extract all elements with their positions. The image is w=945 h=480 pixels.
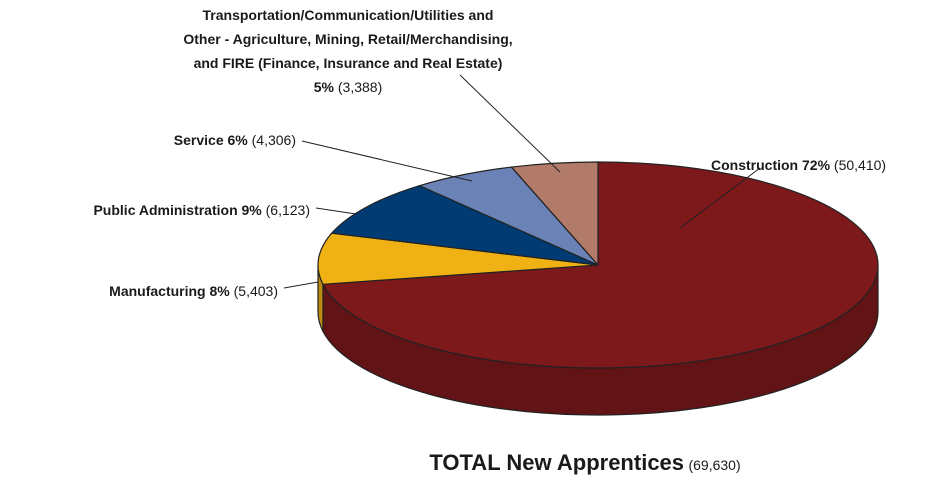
slice [322,161,879,369]
percent-label: 6% [227,132,248,148]
percent-label: 9% [241,202,262,218]
count-label: (6,123) [265,202,310,218]
slice-label: Manufacturing 8% (5,403) [109,279,278,303]
leader-line [315,207,357,215]
leader-line [459,74,561,173]
slice-label: Public Administration 9% (6,123) [93,198,310,222]
category-name: Transportation/Communication/Utilities a… [183,7,513,71]
category-name: Service [173,132,224,148]
category-name: Public Administration [93,202,238,218]
category-name: Construction [711,157,799,173]
category-name: Manufacturing [109,283,206,299]
count-label: (50,410) [833,157,887,173]
percent-label: 5% [313,79,334,95]
leader-line [283,281,319,289]
count-label: (3,388) [337,79,383,95]
slice-label: Transportation/Communication/Utilities a… [183,3,513,99]
slice [510,161,599,267]
slice-label: Construction 72% (50,410) [711,153,886,177]
count-label: (5,403) [233,283,278,299]
leader-line [679,167,761,229]
count-label: (4,306) [251,132,296,148]
percent-label: 8% [209,283,230,299]
slice-label: Service 6% (4,306) [174,128,296,152]
slice [330,184,599,266]
slice [317,232,599,285]
total-title: TOTAL New Apprentices [429,450,685,475]
total-count: (69,630) [688,457,741,473]
leader-line [301,140,473,182]
percent-label: 72% [802,157,831,173]
total: TOTAL New Apprentices (69,630) [385,450,785,476]
